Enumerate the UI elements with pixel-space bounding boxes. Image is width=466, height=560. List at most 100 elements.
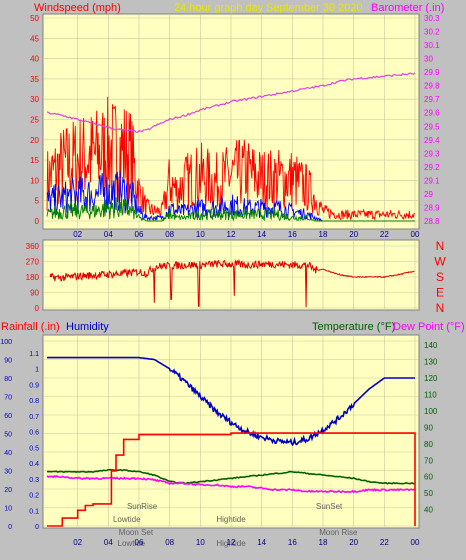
astro-annotation: SunRise [127,502,158,511]
barometer-tick-label: 28.9 [424,203,440,212]
x-tick-label: 00 [411,230,420,239]
temperature-tick-label: 140 [424,341,438,350]
x-tick-label: 02 [73,538,82,547]
astro-annotations: SunRise Lowtide Moon Set Lowtide Hightide Hig… [113,502,358,548]
humidity-tick-label: 50 [4,432,12,439]
astro-annotation: SunSet [316,502,343,511]
rain-tick-label: 0.3 [29,477,39,484]
wind-tick-label: 10 [30,176,39,185]
climate-x-axis: 02 04 06 08 10 12 14 16 18 20 22 00 [73,538,420,547]
temperature-tick-label: 100 [424,407,438,416]
barometer-tick-label: 29.2 [424,163,440,172]
wind-low-line [46,196,415,222]
direction-tick-label: 180 [26,273,40,282]
temperature-tick-label: 50 [424,489,433,498]
x-tick-label: 14 [257,538,266,547]
rain-tick-label: 1.1 [29,351,39,358]
rain-tick-label: 0.8 [29,398,39,405]
barometer-tick-label: 29.4 [424,136,440,145]
compass-label: N [436,239,445,253]
x-tick-label: 14 [257,230,266,239]
direction-tick-label: 90 [30,289,39,298]
barometer-tick-label: 30 [424,55,433,64]
rain-tick-label: 0.2 [29,493,39,500]
rain-tick-label: 0.6 [29,430,39,437]
barometer-tick-label: 29.1 [424,176,440,185]
temperature-tick-label: 110 [424,391,437,400]
humidity-tick-label: 40 [4,450,12,457]
x-tick-label: 12 [227,538,236,547]
direction-tick-label: 360 [26,242,40,251]
rainfall-line [47,432,416,527]
x-tick-label: 18 [319,538,328,547]
wind-tick-label: 45 [30,34,39,43]
x-tick-label: 20 [349,538,358,547]
rain-tick-label: 0.7 [29,414,39,421]
humidity-tick-label: 90 [4,358,12,365]
barometer-label: Barometer (.in) [371,2,444,14]
wind-tick-label: 0 [35,217,40,226]
x-tick-label: 16 [288,230,297,239]
compass-label: W [434,255,446,269]
humidity-tick-label: 30 [4,469,12,476]
windspeed-label: Windspeed (mph) [34,2,121,14]
x-tick-label: 06 [135,230,144,239]
astro-annotation: Hightide [216,539,246,548]
direction-y-axis: 0 90 180 270 360 [26,242,40,313]
rain-tick-label: 0.5 [29,445,39,452]
compass-label: S [436,270,444,284]
barometer-tick-label: 29.6 [424,109,440,118]
wind-tick-label: 15 [30,156,39,165]
compass-label: E [436,286,444,300]
rain-tick-label: 0 [35,524,39,531]
barometer-tick-label: 30.1 [424,41,440,50]
x-tick-label: 08 [165,230,174,239]
temperature-tick-label: 130 [424,358,438,367]
humidity-rain-y-axis: 0 10 20 30 40 50 60 70 80 90 100 0 0.1 0.2 0.3 0.4 0.5 0.… [0,339,39,531]
rainfall-label: Rainfall (.in) [1,321,60,333]
barometer-tick-label: 29.7 [424,95,440,104]
wind-y-axis: 0 5 10 15 20 25 30 35 40 45 50 [30,14,39,226]
wind-tick-label: 35 [30,75,39,84]
x-tick-label: 10 [196,230,205,239]
wind-grid [43,14,419,229]
direction-grid [43,240,419,310]
barometer-y-axis: 28.8 28.9 29 29.1 29.2 29.3 29.4 29.5 29.6 29.7 29… [424,14,440,226]
direction-line [49,258,415,308]
temperature-tick-label: 90 [424,423,433,432]
direction-tick-label: 0 [35,304,40,313]
climate-series [46,356,416,527]
temperature-tick-label: 40 [424,506,433,515]
temperature-y-axis: 40 50 60 70 80 90 100 110 120 130 140 [424,341,438,514]
dewpoint-label: Dew Point (°F) [393,321,465,333]
humidity-tick-label: 100 [0,339,12,346]
astro-annotation: Moon Set [119,528,154,537]
barometer-tick-label: 29 [424,190,433,199]
barometer-tick-label: 29.8 [424,82,440,91]
temperature-label: Temperature (°F) [312,321,395,333]
temperature-tick-label: 70 [424,456,433,465]
humidity-label: Humidity [66,321,109,333]
wind-tick-label: 25 [30,116,39,125]
humidity-tick-label: 10 [4,506,12,513]
x-tick-label: 08 [165,538,174,547]
wind-tick-label: 30 [30,95,39,104]
barometer-tick-label: 30.2 [424,28,440,37]
x-tick-label: 00 [411,538,420,547]
gust-line [46,96,415,221]
temperature-tick-label: 80 [424,440,433,449]
astro-annotation: Lowtide [118,539,146,548]
graph-date: September 30 2020 [266,2,363,14]
wind-tick-label: 20 [30,136,39,145]
humidity-line [47,356,415,447]
rain-tick-label: 1 [35,367,39,374]
humidity-tick-label: 60 [4,413,12,420]
barometer-tick-label: 28.8 [424,217,440,226]
barometer-tick-label: 30.3 [424,14,440,23]
rain-tick-label: 0.1 [29,508,39,515]
barometer-line [46,72,416,134]
x-tick-label: 06 [135,538,144,547]
wind-tick-label: 40 [30,55,39,64]
